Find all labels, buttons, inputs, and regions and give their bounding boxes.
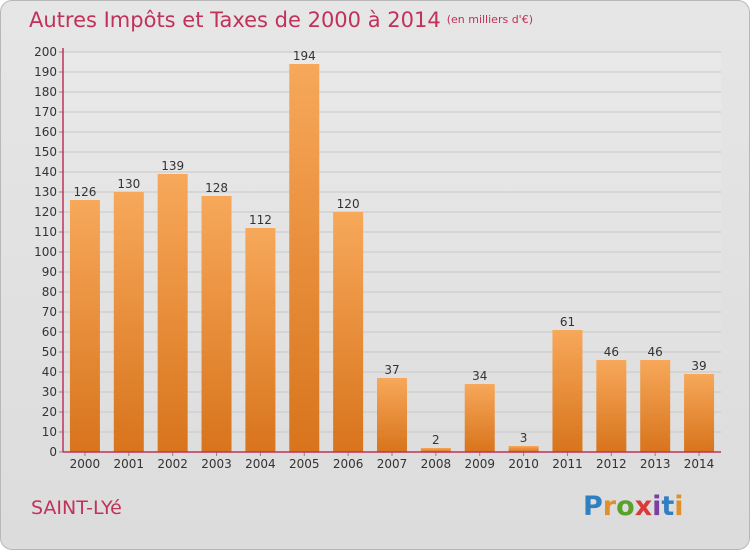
x-tick-label: 2010 [508,457,539,471]
y-tick-label: 130 [34,185,57,199]
bar [113,192,144,452]
x-tick-label: 2011 [552,457,583,471]
x-tick-label: 2006 [333,457,364,471]
bar [640,360,671,452]
bar [420,448,451,452]
y-tick-label: 100 [34,245,57,259]
bar [245,228,276,452]
y-tick-label: 60 [42,325,57,339]
x-tick-label: 2007 [377,457,408,471]
bar [69,200,100,452]
x-tick-label: 2013 [640,457,671,471]
bar-value-label: 34 [472,369,487,383]
x-tick-label: 2008 [421,457,452,471]
bar [289,64,320,452]
bar-value-label: 2 [432,433,440,447]
y-tick-label: 90 [42,265,57,279]
bar [684,374,715,452]
x-tick-label: 2004 [245,457,276,471]
bar-value-label: 46 [648,345,663,359]
y-tick-label: 20 [42,405,57,419]
bar [333,212,364,452]
y-tick-label: 110 [34,225,57,239]
y-tick-label: 190 [34,65,57,79]
y-tick-label: 180 [34,85,57,99]
bar-value-label: 128 [205,181,228,195]
bar [377,378,407,452]
bar-value-label: 46 [604,345,619,359]
bar-value-label: 61 [560,315,575,329]
bar-value-label: 37 [384,363,399,377]
x-tick-label: 2014 [684,457,715,471]
bars [69,64,715,452]
x-tick-label: 2012 [596,457,627,471]
labels: 126 2000 130 2001 139 2002 128 2003 112 2004 194 20… [70,49,715,471]
x-tick-label: 2009 [464,457,495,471]
bar-value-label: 120 [337,197,360,211]
bar-value-label: 3 [520,431,528,445]
bar [552,330,583,452]
bar-value-label: 112 [249,213,272,227]
chart-title-text: Autres Impôts et Taxes de 2000 à 2014 [29,8,441,32]
logo-letter: P [583,491,603,522]
bar-value-label: 194 [293,49,316,63]
y-tick-label: 140 [34,165,57,179]
chart-unit: (en milliers d'€) [446,13,533,26]
y-tick-label: 0 [49,445,57,459]
chart-title: Autres Impôts et Taxes de 2000 à 2014 (en… [29,8,533,32]
bar [201,196,232,452]
y-tick-label: 170 [34,105,57,119]
y-tick-label: 50 [42,345,57,359]
x-tick-label: 2003 [201,457,232,471]
bar-value-label: 130 [117,177,140,191]
y-tick-label: 70 [42,305,57,319]
bar [508,446,539,452]
y-tick-label: 150 [34,145,57,159]
x-tick-label: 2005 [289,457,320,471]
bar-value-label: 39 [691,359,706,373]
logo-letter: r [602,491,617,522]
axes: 0 10 20 30 40 50 60 70 80 90 100 110 120 130 140 150 160… [34,45,721,459]
logo-letter: x [634,491,653,522]
town-name: SAINT-LYé [31,497,122,519]
bar [464,384,495,452]
bar-value-label: 126 [73,185,96,199]
proxiti-logo: Proxiti [583,491,684,522]
y-tick-label: 200 [34,45,57,59]
y-tick-label: 120 [34,205,57,219]
logo-letter: i [652,491,662,522]
logo-letter: t [661,491,675,522]
bar [596,360,627,452]
bar-value-label: 139 [161,159,184,173]
y-tick-label: 80 [42,285,57,299]
y-tick-label: 160 [34,125,57,139]
x-tick-label: 2002 [157,457,188,471]
logo-letter: i [674,491,684,522]
y-tick-label: 30 [42,385,57,399]
logo-letter: o [616,491,635,522]
y-tick-label: 10 [42,425,57,439]
bar [157,174,188,452]
x-tick-label: 2001 [114,457,145,471]
y-tick-label: 40 [42,365,57,379]
x-tick-label: 2000 [70,457,101,471]
